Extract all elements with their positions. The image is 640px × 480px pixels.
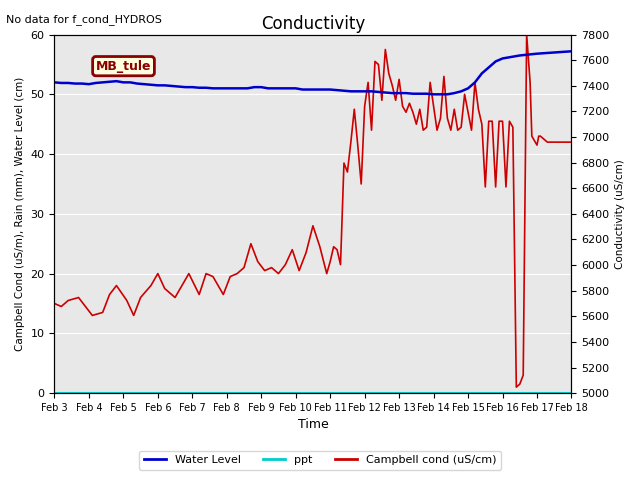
Text: No data for f_cond_HYDROS: No data for f_cond_HYDROS — [6, 14, 163, 25]
Y-axis label: Campbell Cond (uS/m), Rain (mm), Water Level (cm): Campbell Cond (uS/m), Rain (mm), Water L… — [15, 77, 25, 351]
Legend: Water Level, ppt, Campbell cond (uS/cm): Water Level, ppt, Campbell cond (uS/cm) — [140, 451, 500, 469]
Y-axis label: Conductivity (uS/cm): Conductivity (uS/cm) — [615, 159, 625, 269]
X-axis label: Time: Time — [298, 419, 328, 432]
Title: Conductivity: Conductivity — [261, 15, 365, 33]
Text: MB_tule: MB_tule — [96, 60, 151, 72]
